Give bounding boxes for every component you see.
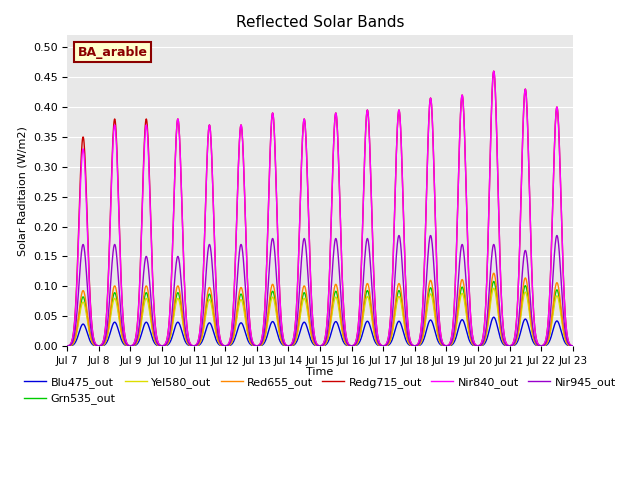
Redg715_out (438, 339, 446, 345)
Yel580_out (438, 342, 446, 348)
Y-axis label: Solar Raditaion (W/m2): Solar Raditaion (W/m2) (17, 126, 28, 256)
Yel580_out (63, 343, 71, 349)
Grn535_out (297, 307, 305, 313)
Nir840_out (568, 343, 576, 349)
Line: Redg715_out: Redg715_out (67, 71, 572, 346)
Yel580_out (297, 311, 305, 317)
Nir840_out (438, 339, 446, 345)
X-axis label: Time: Time (307, 367, 333, 377)
Yel580_out (563, 339, 570, 345)
Redg715_out (513, 314, 520, 320)
Nir945_out (563, 334, 570, 340)
Line: Yel580_out: Yel580_out (67, 288, 572, 346)
Redg715_out (297, 189, 305, 195)
Nir945_out (307, 305, 314, 311)
Nir945_out (143, 253, 150, 259)
Nir945_out (297, 270, 305, 276)
Redg715_out (568, 343, 576, 349)
Blu475_out (143, 319, 150, 325)
Nir840_out (563, 324, 570, 330)
Redg715_out (307, 263, 314, 269)
Redg715_out (563, 324, 570, 330)
Blu475_out (438, 343, 446, 348)
Red655_out (143, 283, 150, 289)
Blu475_out (563, 341, 570, 347)
Title: Reflected Solar Bands: Reflected Solar Bands (236, 15, 404, 30)
Grn535_out (513, 336, 520, 342)
Line: Nir945_out: Nir945_out (67, 236, 572, 346)
Red655_out (297, 302, 305, 308)
Yel580_out (143, 296, 150, 301)
Blu475_out (307, 335, 314, 340)
Nir945_out (439, 342, 447, 348)
Grn535_out (438, 342, 446, 348)
Line: Nir840_out: Nir840_out (67, 71, 572, 346)
Yel580_out (568, 343, 576, 349)
Blu475_out (490, 314, 497, 320)
Nir840_out (513, 314, 520, 320)
Legend: Blu475_out, Grn535_out, Yel580_out, Red655_out, Redg715_out, Nir840_out, Nir945_: Blu475_out, Grn535_out, Yel580_out, Red6… (20, 372, 620, 409)
Line: Blu475_out: Blu475_out (67, 317, 572, 346)
Text: BA_arable: BA_arable (77, 46, 147, 59)
Nir945_out (513, 332, 520, 338)
Nir840_out (297, 189, 305, 195)
Red655_out (490, 270, 497, 276)
Grn535_out (63, 343, 71, 349)
Nir840_out (307, 263, 314, 269)
Nir840_out (63, 343, 71, 349)
Blu475_out (63, 343, 71, 349)
Nir840_out (143, 122, 150, 128)
Grn535_out (568, 343, 576, 349)
Redg715_out (63, 343, 71, 349)
Nir945_out (63, 343, 71, 349)
Nir945_out (395, 233, 403, 239)
Nir840_out (490, 68, 497, 74)
Red655_out (307, 322, 314, 328)
Grn535_out (307, 324, 314, 330)
Grn535_out (143, 290, 150, 296)
Yel580_out (513, 337, 520, 343)
Line: Grn535_out: Grn535_out (67, 281, 572, 346)
Red655_out (563, 338, 570, 344)
Blu475_out (513, 340, 520, 346)
Blu475_out (297, 327, 305, 333)
Yel580_out (490, 286, 497, 291)
Red655_out (63, 343, 71, 349)
Grn535_out (490, 278, 497, 284)
Nir945_out (568, 343, 576, 349)
Grn535_out (563, 338, 570, 344)
Redg715_out (490, 68, 497, 74)
Blu475_out (568, 343, 576, 349)
Red655_out (513, 336, 520, 341)
Red655_out (568, 343, 576, 349)
Yel580_out (307, 326, 314, 332)
Line: Red655_out: Red655_out (67, 273, 572, 346)
Redg715_out (143, 116, 150, 122)
Red655_out (438, 342, 446, 348)
